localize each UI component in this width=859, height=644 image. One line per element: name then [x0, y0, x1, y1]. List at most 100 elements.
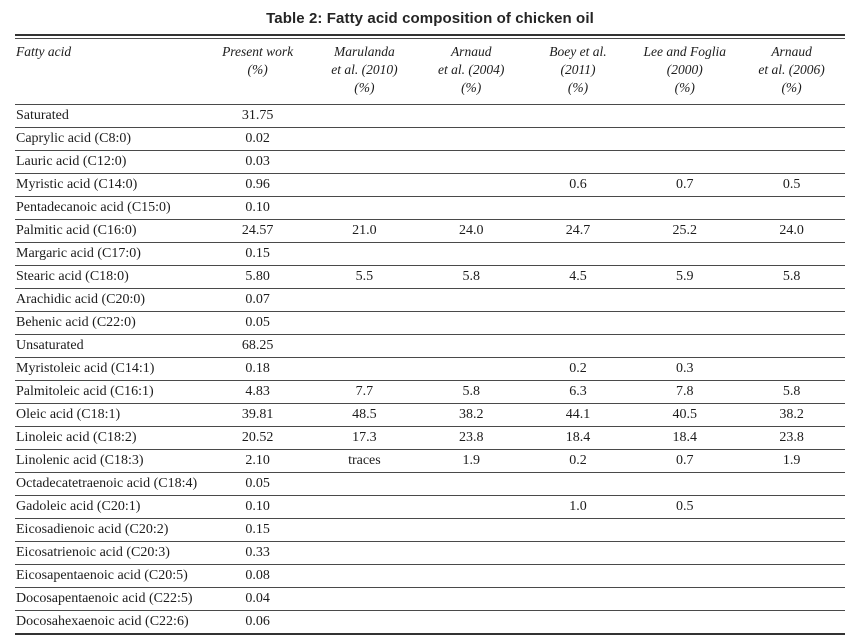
value-cell: 5.8 [738, 380, 845, 404]
value-cell [524, 472, 632, 496]
table-row: Saturated 31.75 [15, 104, 845, 128]
value-cell [311, 610, 418, 635]
value-cell [417, 150, 525, 174]
value-cell: 0.06 [204, 610, 312, 635]
value-cell [311, 242, 418, 266]
value-cell: 5.80 [204, 265, 312, 289]
value-cell [524, 288, 632, 312]
fatty-acid-cell: Myristoleic acid (C14:1) [15, 357, 205, 381]
value-cell [631, 610, 739, 635]
value-cell [631, 127, 739, 151]
value-cell: 0.10 [204, 495, 312, 519]
value-cell [417, 495, 525, 519]
value-cell: 0.2 [524, 449, 632, 473]
table-row: Linolenic acid (C18:3) 2.10 traces 1.9 0.2 0.… [15, 449, 845, 473]
value-cell: 4.83 [204, 380, 312, 404]
value-cell: 17.3 [311, 426, 418, 450]
value-cell [311, 564, 418, 588]
column-header-marulanda: Marulanda et al. (2010) (%) [331, 44, 398, 95]
table-row: Gadoleic acid (C20:1) 0.10 1.0 0.5 [15, 495, 845, 519]
value-cell [524, 564, 632, 588]
value-cell: 5.8 [417, 265, 525, 289]
fatty-acid-cell: Palmitic acid (C16:0) [15, 219, 205, 243]
fatty-acid-table: Fatty acid Present work (%) Marulanda et al.… [15, 39, 845, 636]
table-top-rule-thin: Fatty acid Present work (%) Marulanda et al.… [15, 38, 845, 636]
value-cell: 4.5 [524, 265, 632, 289]
fatty-acid-cell: Docosapentaenoic acid (C22:5) [15, 587, 205, 611]
value-cell: traces [311, 449, 418, 473]
table-row: Palmitic acid (C16:0) 24.57 21.0 24.0 24.7 25… [15, 219, 845, 243]
fatty-acid-cell: Myristic acid (C14:0) [15, 173, 205, 197]
value-cell [738, 495, 845, 519]
value-cell [417, 288, 525, 312]
value-cell: 20.52 [204, 426, 312, 450]
value-cell [631, 150, 739, 174]
table-row: Eicosapentaenoic acid (C20:5) 0.08 [15, 564, 845, 588]
value-cell [738, 564, 845, 588]
value-cell: 0.15 [204, 518, 312, 542]
table-row: Myristic acid (C14:0) 0.96 0.6 0.7 0.5 [15, 173, 845, 197]
value-cell [738, 587, 845, 611]
value-cell [631, 288, 739, 312]
value-cell: 0.04 [204, 587, 312, 611]
value-cell: 6.3 [524, 380, 632, 404]
value-cell [631, 334, 739, 358]
value-cell [631, 472, 739, 496]
value-cell: 0.5 [738, 173, 845, 197]
value-cell [417, 242, 525, 266]
fatty-acid-cell: Arachidic acid (C20:0) [15, 288, 205, 312]
value-cell [631, 564, 739, 588]
table-row: Palmitoleic acid (C16:1) 4.83 7.7 5.8 6.3 7.8… [15, 380, 845, 404]
value-cell [631, 196, 739, 220]
fatty-acid-cell: Behenic acid (C22:0) [15, 311, 205, 335]
fatty-acid-cell: Stearic acid (C18:0) [15, 265, 205, 289]
fatty-acid-cell: Lauric acid (C12:0) [15, 150, 205, 174]
value-cell: 24.7 [524, 219, 632, 243]
fatty-acid-cell: Saturated [15, 104, 205, 128]
table-body: Saturated 31.75 Caprylic acid (C8:0) 0.02 La… [15, 104, 845, 635]
value-cell [631, 587, 739, 611]
fatty-acid-cell: Eicosapentaenoic acid (C20:5) [15, 564, 205, 588]
value-cell [311, 495, 418, 519]
column-header-arnaud-2006: Arnaud et al. (2006) (%) [758, 44, 825, 95]
table-caption: Table 2: Fatty acid composition of chick… [266, 10, 594, 27]
value-cell: 44.1 [524, 403, 632, 427]
value-cell [417, 173, 525, 197]
value-cell [417, 518, 525, 542]
fatty-acid-cell: Linolenic acid (C18:3) [15, 449, 205, 473]
value-cell: 38.2 [738, 403, 845, 427]
value-cell [524, 127, 632, 151]
value-cell [631, 541, 739, 565]
value-cell: 68.25 [204, 334, 312, 358]
value-cell [417, 127, 525, 151]
fatty-acid-cell: Eicosadienoic acid (C20:2) [15, 518, 205, 542]
table-row: Arachidic acid (C20:0) 0.07 [15, 288, 845, 312]
fatty-acid-cell: Oleic acid (C18:1) [15, 403, 205, 427]
fatty-acid-cell: Unsaturated [15, 334, 205, 358]
value-cell [524, 150, 632, 174]
fatty-acid-cell: Margaric acid (C17:0) [15, 242, 205, 266]
value-cell: 0.15 [204, 242, 312, 266]
value-cell [311, 104, 418, 128]
table-row: Docosahexaenoic acid (C22:6) 0.06 [15, 610, 845, 635]
value-cell [417, 587, 525, 611]
value-cell [311, 288, 418, 312]
value-cell [311, 173, 418, 197]
value-cell [417, 334, 525, 358]
value-cell [738, 150, 845, 174]
fatty-acid-cell: Linoleic acid (C18:2) [15, 426, 205, 450]
value-cell: 0.10 [204, 196, 312, 220]
value-cell [311, 127, 418, 151]
value-cell [524, 587, 632, 611]
value-cell [738, 104, 845, 128]
fatty-acid-cell: Octadecatetraenoic acid (C18:4) [15, 472, 205, 496]
value-cell [738, 334, 845, 358]
value-cell [524, 518, 632, 542]
table-row: Stearic acid (C18:0) 5.80 5.5 5.8 4.5 5.9 5.8 [15, 265, 845, 289]
value-cell: 25.2 [631, 219, 739, 243]
value-cell: 1.0 [524, 495, 632, 519]
value-cell: 1.9 [738, 449, 845, 473]
value-cell [524, 242, 632, 266]
fatty-acid-cell: Pentadecanoic acid (C15:0) [15, 196, 205, 220]
value-cell [631, 242, 739, 266]
